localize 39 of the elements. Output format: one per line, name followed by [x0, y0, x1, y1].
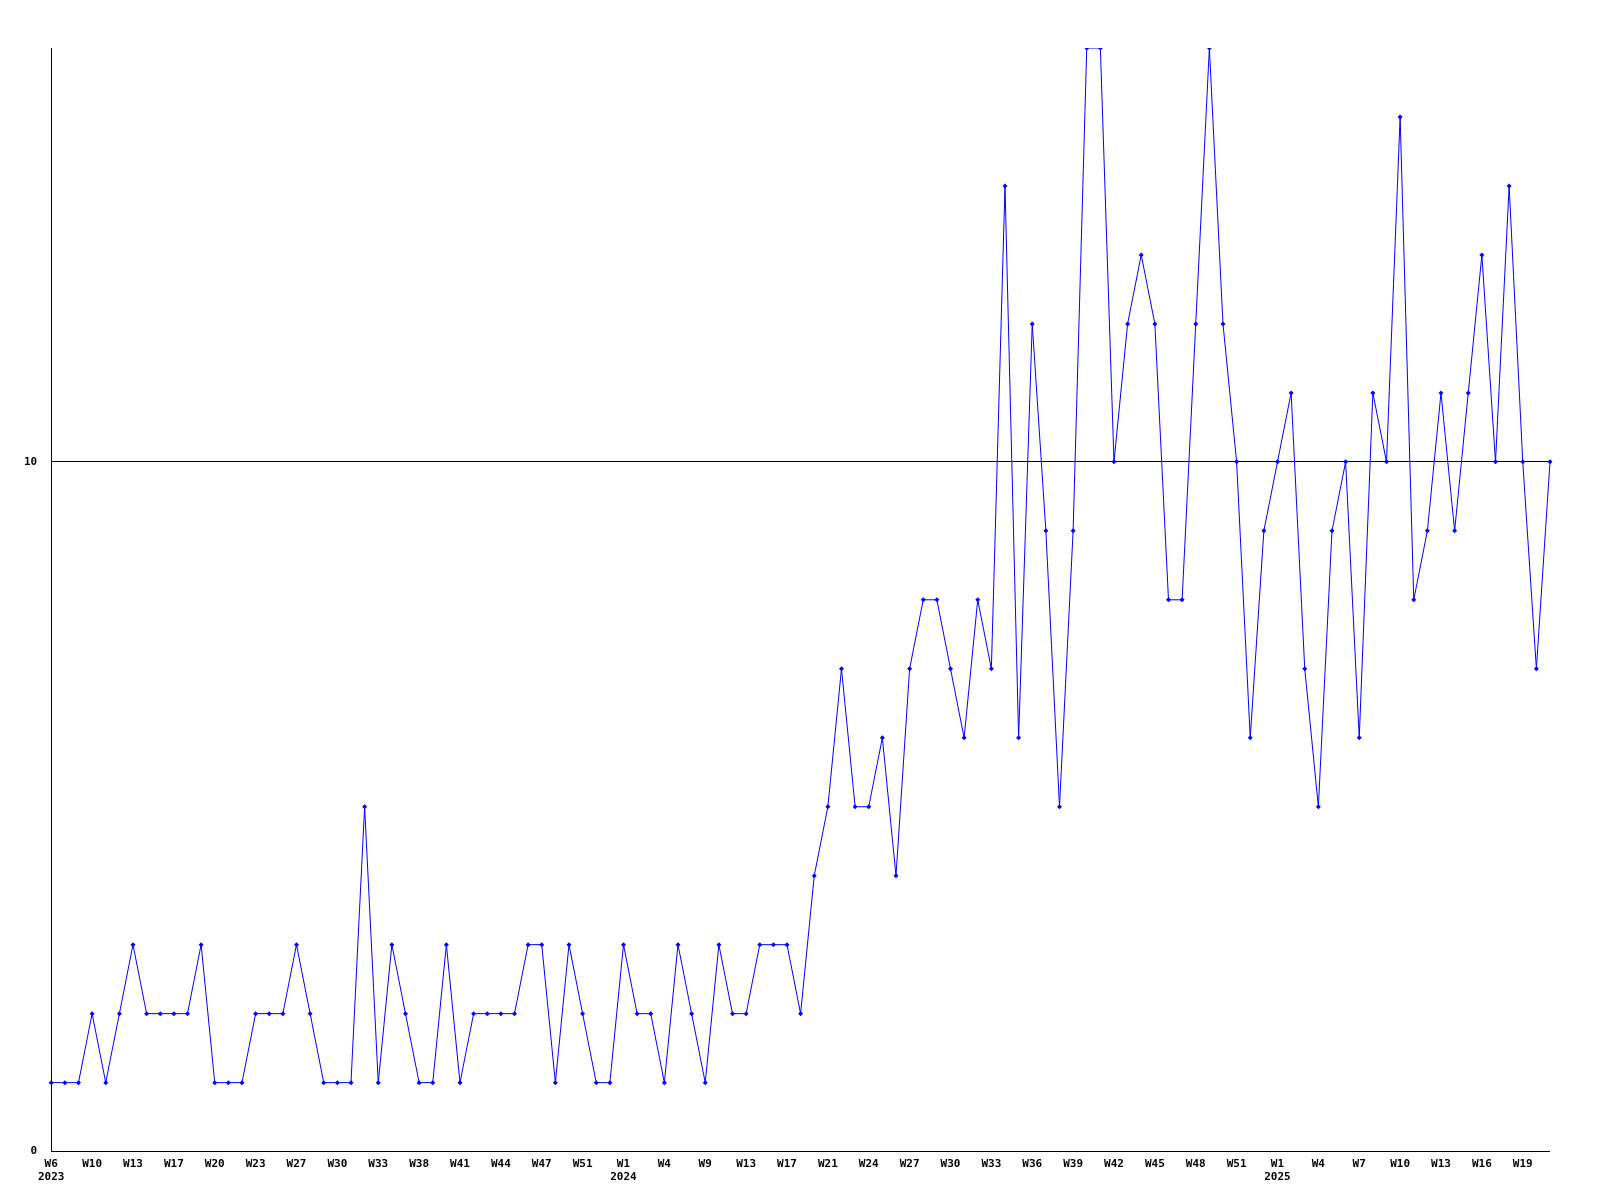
x-tick-label: W16: [1471, 1157, 1493, 1171]
y-tick-label: 0: [30, 1144, 38, 1158]
x-tick-label: W13: [123, 1157, 143, 1171]
x-tick-label: W30: [940, 1157, 961, 1171]
x-tick-label: W44: [490, 1157, 512, 1171]
x-tick-label: W24: [858, 1157, 880, 1171]
x-tick-label: W7: [1352, 1157, 1366, 1171]
x-tick-label: W39: [1063, 1157, 1084, 1171]
x-tick-label: W33: [368, 1157, 389, 1171]
x-tick-label: W20: [204, 1157, 225, 1171]
x-tick-label: W47: [531, 1157, 552, 1171]
x-tick-label: W38: [409, 1157, 430, 1171]
x-tick-label: W27: [286, 1157, 307, 1171]
x-tick-label: W36: [1022, 1157, 1043, 1171]
x-tick-label: W45: [1144, 1157, 1165, 1171]
x-tick-label: W42: [1104, 1157, 1124, 1171]
x-tick-label: W19: [1512, 1157, 1533, 1171]
y-tick-label: 10: [24, 454, 38, 468]
x-tick-label: W1 2024: [610, 1157, 638, 1184]
x-tick-label: W9: [698, 1157, 712, 1171]
x-tick-label: W27: [899, 1157, 920, 1171]
x-tick-label: W10: [1390, 1157, 1411, 1171]
x-tick-label: W1 2025: [1264, 1157, 1291, 1184]
x-tick-label: W4: [657, 1157, 672, 1171]
x-tick-label: W30: [327, 1157, 348, 1171]
x-tick-label: W21: [817, 1157, 839, 1171]
x-tick-label: W17: [163, 1157, 184, 1171]
x-tick-label: W23: [245, 1157, 266, 1171]
x-tick-label: W13: [1431, 1157, 1451, 1171]
x-tick-label: W10: [82, 1157, 103, 1171]
x-tick-label: W51: [572, 1157, 593, 1171]
x-tick-label: W6 2023: [38, 1157, 65, 1184]
x-tick-label: W51: [1226, 1157, 1247, 1171]
x-tick-label: W13: [736, 1157, 757, 1171]
x-tick-label: W17: [777, 1157, 797, 1171]
x-tick-label: W41: [450, 1157, 471, 1171]
x-tick-label: W4: [1311, 1157, 1326, 1171]
x-tick-label: W33: [981, 1157, 1002, 1171]
x-tick-label: W48: [1185, 1157, 1206, 1171]
